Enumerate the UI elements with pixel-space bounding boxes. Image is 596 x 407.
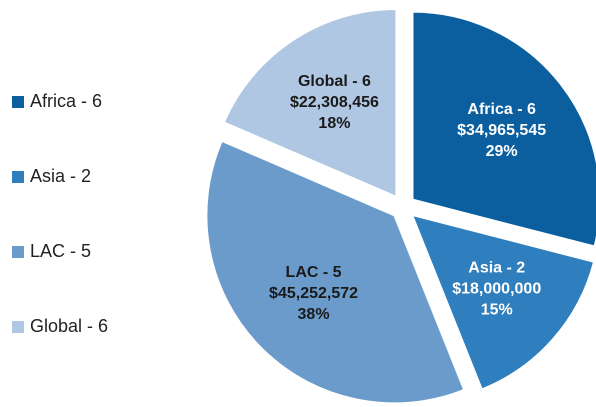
slice-value: $18,000,000: [452, 281, 541, 298]
slice-percentage: 29%: [486, 143, 518, 160]
pie-slice: [410, 213, 596, 391]
slice-category: Global - 6: [298, 73, 371, 90]
slice-value: $22,308,456: [290, 94, 379, 111]
legend-label: Asia - 2: [30, 166, 91, 186]
slice-value: $45,252,572: [269, 285, 358, 302]
legend-label: Africa - 6: [30, 91, 102, 111]
slice-category: Africa - 6: [467, 101, 536, 118]
slice-category: LAC - 5: [286, 264, 342, 281]
legend-swatch: [12, 171, 24, 183]
slice-percentage: 38%: [298, 306, 330, 323]
legend-label: LAC - 5: [30, 241, 91, 261]
legend-swatch: [12, 246, 24, 258]
slice-category: Asia - 2: [468, 260, 525, 277]
slice-percentage: 18%: [318, 115, 350, 132]
slice-percentage: 15%: [481, 302, 513, 319]
pie-slice: [411, 10, 596, 248]
pie-slice: [205, 139, 466, 405]
legend-swatch: [12, 96, 24, 108]
legend-swatch: [12, 321, 24, 333]
pie-slice: [222, 7, 398, 199]
legend-label: Global - 6: [30, 316, 108, 336]
slice-value: $34,965,545: [457, 122, 546, 139]
